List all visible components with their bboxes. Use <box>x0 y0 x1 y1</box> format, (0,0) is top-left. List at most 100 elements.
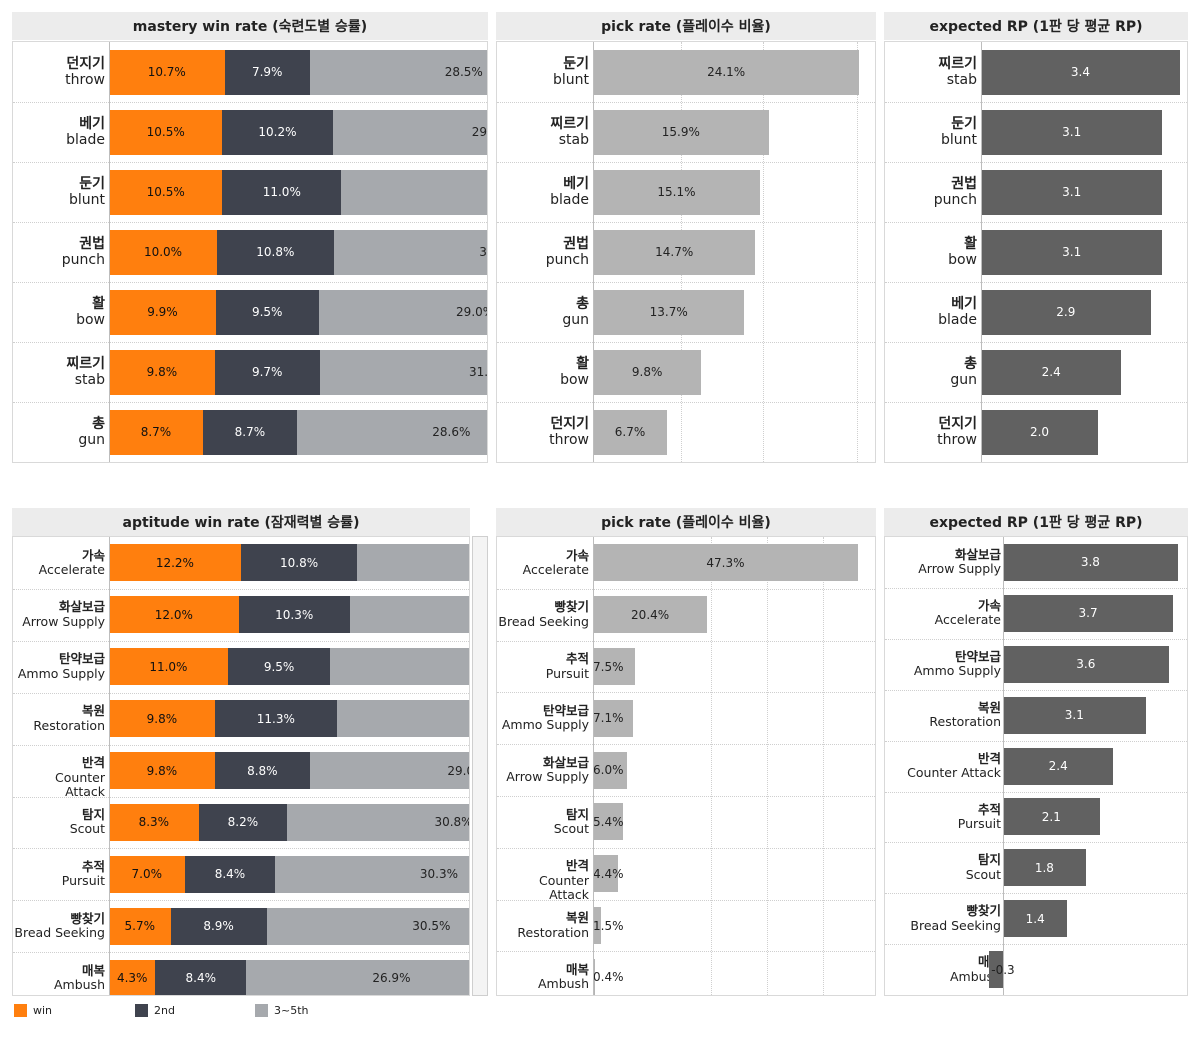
bar-segment-2nd: 10.3% <box>238 596 350 634</box>
data-label: 9.5% <box>263 659 295 674</box>
legend-swatch <box>14 1004 27 1017</box>
legend-label: win <box>33 1004 53 1017</box>
row-label-en: blunt <box>552 71 589 88</box>
bar-segment-2nd: 9.7% <box>214 349 320 395</box>
row-separator <box>13 588 469 590</box>
row-label-en: throw <box>65 71 105 88</box>
data-label: 3.1 <box>1064 708 1084 723</box>
row-label-en: blade <box>938 311 977 328</box>
row-label: 화살보급 Arrow Supply <box>497 755 589 785</box>
row-label: 활 bow <box>13 296 105 328</box>
row-separator <box>497 402 875 403</box>
row-label-en: Counter Attack <box>539 872 589 903</box>
data-label: 1.8 <box>1034 860 1054 875</box>
row-label: 권법 punch <box>497 236 589 268</box>
row-label: 가속 Accelerate <box>497 548 589 578</box>
data-label: 29.0% <box>456 305 487 319</box>
row-label: 베기 blade <box>885 296 977 328</box>
row-separator <box>13 402 487 403</box>
row-label-en: Ammo Supply <box>17 665 105 681</box>
row-separator <box>885 162 1187 163</box>
row-label-ko: 추적 <box>81 858 105 874</box>
data-label: 3.1 <box>1062 125 1082 139</box>
row-label: 탄약보급 Ammo Supply <box>13 651 105 681</box>
plot-area: 찌르기 stab 3.4 둔기 blunt 3.1 권법 punch 3.1 활 bow 3.1 베기 b… <box>884 41 1188 463</box>
row-label-ko: 던지기 <box>550 415 589 432</box>
data-label: 10.0% <box>143 245 183 259</box>
row-separator <box>885 689 1187 691</box>
row-label-ko: 찌르기 <box>550 115 589 132</box>
row-separator <box>497 342 875 343</box>
row-label-en: blade <box>550 191 589 208</box>
data-label: -0.3 <box>983 951 1023 988</box>
row-separator <box>497 222 875 223</box>
row-separator <box>885 342 1187 343</box>
bar-segment-3~5th: 30.4% <box>336 700 469 738</box>
rp-bar <box>1003 543 1178 581</box>
data-label: 9.8% <box>146 365 178 379</box>
row-label: 총 gun <box>13 416 105 448</box>
chart-panel-aptitude-rp: expected RP (1판 당 평균 RP) 화살보급 Arrow Supply… <box>884 508 1188 996</box>
row-label-ko: 화살보급 <box>58 599 105 615</box>
plot-area: 화살보급 Arrow Supply 3.8 가속 Accelerate 3.7 탄약보급 Am… <box>884 536 1188 996</box>
bar-segment-win: 10.5% <box>109 169 223 215</box>
data-label: 30.5% <box>412 919 451 934</box>
rp-bar <box>1003 696 1146 734</box>
row-label: 탐지 Scout <box>885 853 1001 882</box>
data-label: 3.4 <box>1070 65 1090 79</box>
row-label-en: Arrow Supply <box>918 561 1001 577</box>
data-label: 2.4 <box>1048 759 1068 774</box>
row-label-en: Bread Seeking <box>910 917 1001 933</box>
data-label: 9.5% <box>251 305 283 319</box>
data-label: 11.3% <box>256 711 295 726</box>
row-separator <box>885 842 1187 844</box>
plot-area: 던지기 throw 10.7% 7.9% 28.5% 베기 blade 10.5% 10.2% 2… <box>12 41 488 463</box>
rp-bar <box>1003 798 1100 836</box>
bar-segment-3~5th: 28.5% <box>309 49 487 95</box>
row-separator <box>497 744 875 746</box>
bar-segment-3~5th: 29.0% <box>349 596 469 634</box>
bar-segment-3~5th: 30.8% <box>287 803 469 841</box>
data-label: 12.0% <box>154 607 193 622</box>
bar-segment-2nd: 11.3% <box>214 700 337 738</box>
row-label-ko: 반격 <box>565 858 589 874</box>
row-separator <box>13 640 469 642</box>
data-label: 3.1 <box>1062 245 1082 259</box>
row-label: 가속 Accelerate <box>885 598 1001 628</box>
row-label-en: Pursuit <box>61 873 105 889</box>
bar-segment-3~5th: 30.3% <box>275 855 469 893</box>
row-label-ko: 찌르기 <box>938 55 977 72</box>
data-label: 8.7% <box>234 425 266 439</box>
legend-swatch <box>135 1004 148 1017</box>
bar-segment-win: 9.9% <box>109 289 216 335</box>
row-separator <box>13 744 469 746</box>
data-label: 30.5% <box>479 245 487 259</box>
row-separator <box>885 893 1187 895</box>
bar-segment-2nd: 8.2% <box>198 803 288 841</box>
row-label-en: stab <box>74 371 105 388</box>
pick-bar <box>593 409 668 455</box>
pick-bar <box>593 907 602 944</box>
bar-segment-2nd: 8.4% <box>184 855 276 893</box>
gridline <box>823 537 824 995</box>
chart-title: mastery win rate (숙련도별 승률) <box>12 12 488 40</box>
row-label-en: punch <box>933 191 977 208</box>
data-label: 10.2% <box>258 125 297 139</box>
row-label-ko: 탐지 <box>565 806 589 822</box>
data-label: 8.3% <box>138 815 170 830</box>
data-label: 31.2% <box>469 365 488 379</box>
row-label: 권법 punch <box>885 176 977 208</box>
data-label: 4.4% <box>593 866 624 881</box>
row-label-en: bow <box>560 371 589 388</box>
row-label: 추적 Pursuit <box>885 802 1001 832</box>
data-label: 7.1% <box>593 711 624 726</box>
scrollbar[interactable] <box>472 536 488 996</box>
data-label: 30.3% <box>419 867 458 882</box>
data-label: 14.7% <box>655 245 694 259</box>
row-label: 권법 punch <box>13 236 105 268</box>
pick-bar <box>593 699 633 737</box>
legend-swatch <box>255 1004 268 1017</box>
row-label: 베기 blade <box>13 116 105 148</box>
row-label-en: gun <box>562 311 589 328</box>
bar-segment-3~5th: 26.9% <box>246 959 469 995</box>
